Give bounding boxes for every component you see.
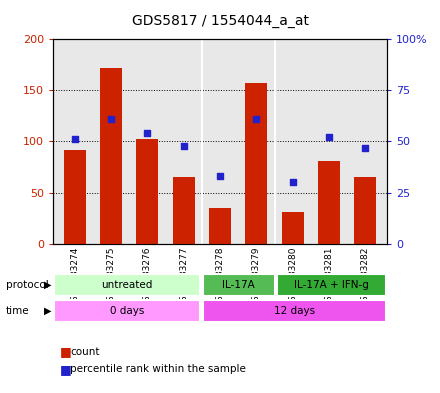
Point [107,116,114,122]
Point [289,179,296,185]
Text: IL-17A + IFN-g: IL-17A + IFN-g [294,280,369,290]
Point [216,173,224,179]
Bar [136,140,158,244]
Text: ■: ■ [59,345,71,358]
Bar [318,161,340,244]
Text: 12 days: 12 days [274,306,315,316]
Point [180,142,187,149]
Bar [202,300,386,322]
Text: percentile rank within the sample: percentile rank within the sample [70,364,246,375]
Text: ▶: ▶ [44,280,51,290]
Text: protocol: protocol [6,280,48,290]
Text: 0 days: 0 days [110,306,144,316]
Point [326,134,333,141]
Point [253,116,260,122]
Point [362,145,369,151]
Bar [277,274,386,296]
Bar [54,300,200,322]
Point [144,130,151,136]
Bar [64,150,85,244]
Bar [202,274,275,296]
Text: count: count [70,347,100,357]
Text: time: time [6,306,29,316]
Bar [282,212,304,244]
Text: untreated: untreated [102,280,153,290]
Bar [173,177,194,244]
Text: GDS5817 / 1554044_a_at: GDS5817 / 1554044_a_at [132,14,308,28]
Bar [54,274,200,296]
Text: IL-17A: IL-17A [222,280,255,290]
Text: ▶: ▶ [44,306,51,316]
Text: ■: ■ [59,363,71,376]
Bar [246,83,267,244]
Point [71,136,78,143]
Bar [355,177,376,244]
Bar [209,208,231,244]
Bar [100,68,122,244]
